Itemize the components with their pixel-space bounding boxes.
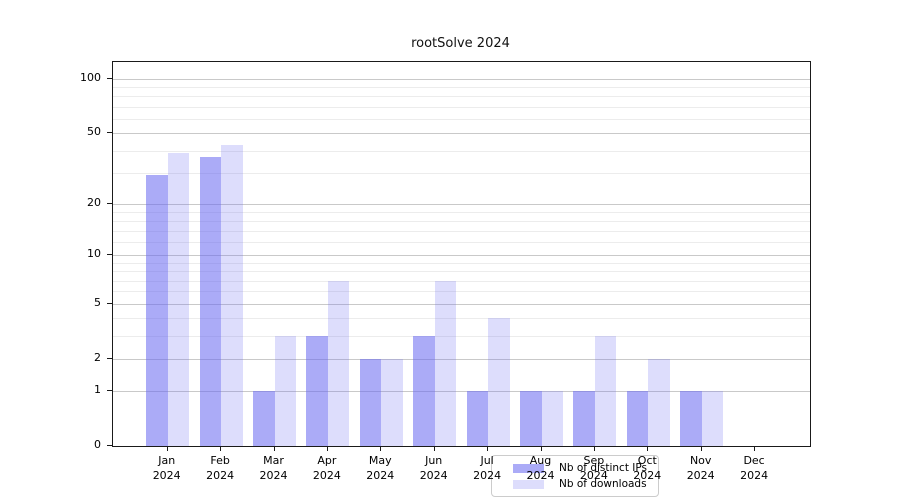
- chart-title: rootSolve 2024: [411, 36, 510, 51]
- gridline: [113, 230, 810, 232]
- bar-distinct-ips-sep: [573, 390, 595, 446]
- gridline: [113, 390, 810, 392]
- x-tick-label-jan: Jan 2024: [152, 454, 181, 482]
- gridline: [113, 358, 810, 360]
- x-tick-mark: [593, 446, 595, 451]
- bar-downloads-oct: [648, 358, 670, 446]
- gridline: [113, 242, 810, 243]
- gridline: [113, 119, 810, 120]
- gridline: [113, 172, 810, 174]
- y-tick-mark: [107, 302, 112, 304]
- bar-downloads-aug: [541, 390, 563, 446]
- bar-downloads-feb: [221, 145, 243, 446]
- x-tick-label-feb: Feb 2024: [206, 454, 235, 482]
- gridline: [113, 106, 810, 108]
- x-tick-label-may: May 2024: [366, 454, 395, 482]
- x-tick-label-mar: Mar 2024: [259, 454, 288, 482]
- bar-distinct-ips-feb: [199, 156, 222, 446]
- y-tick-label: 5: [94, 295, 101, 309]
- bar-distinct-ips-may: [359, 358, 382, 446]
- bar-downloads-nov: [701, 390, 724, 446]
- y-tick-mark: [107, 445, 112, 446]
- gridline: [113, 203, 810, 205]
- y-tick-mark: [107, 202, 112, 204]
- legend: Nb of distinct IPs Nb of downloads: [491, 455, 659, 497]
- bar-distinct-ips-nov: [680, 390, 702, 446]
- gridline: [113, 280, 810, 282]
- y-tick-mark: [107, 254, 112, 256]
- bar-downloads-apr: [327, 280, 350, 446]
- legend-swatch-downloads: [513, 479, 544, 489]
- y-tick-label: 1: [94, 382, 101, 396]
- y-tick-label: 100: [80, 70, 101, 84]
- gridline: [113, 262, 810, 264]
- legend-swatch-distinct-ips: [513, 463, 544, 473]
- y-tick-mark: [107, 357, 112, 359]
- gridline: [113, 96, 810, 98]
- y-tick-mark: [107, 77, 112, 79]
- x-tick-mark: [166, 446, 168, 451]
- bar-distinct-ips-apr: [306, 335, 328, 446]
- legend-label-distinct-ips: Nb of distinct IPs: [559, 461, 647, 474]
- bar-downloads-jan: [167, 152, 190, 446]
- bar-downloads-mar: [274, 335, 296, 446]
- x-tick-label-nov: Nov 2024: [686, 454, 715, 482]
- gridline: [113, 335, 810, 337]
- gridline: [113, 150, 810, 152]
- plot-area: Nb of distinct IPs Nb of downloads: [112, 61, 811, 497]
- x-tick-label-oct: Oct 2024: [633, 454, 662, 482]
- x-tick-mark: [220, 446, 222, 451]
- x-tick-mark: [273, 446, 275, 451]
- y-tick-mark: [107, 389, 112, 391]
- y-tick-label: 10: [87, 247, 101, 261]
- x-tick-mark: [647, 446, 649, 451]
- x-tick-label-sep: Sep 2024: [579, 454, 608, 482]
- bar-distinct-ips-aug: [520, 390, 542, 446]
- bar-downloads-jul: [488, 318, 510, 446]
- y-tick-label: 0: [94, 438, 101, 451]
- x-tick-mark: [700, 446, 702, 451]
- gridline: [113, 291, 810, 293]
- gridline: [113, 78, 810, 80]
- bar-downloads-may: [381, 358, 403, 446]
- bar-downloads-sep: [594, 335, 617, 446]
- x-tick-mark: [433, 446, 435, 451]
- gridline: [113, 318, 810, 319]
- x-tick-mark: [326, 446, 328, 451]
- y-tick-label: 2: [94, 350, 101, 364]
- x-tick-mark: [380, 446, 382, 451]
- legend-item-downloads: Nb of downloads: [513, 478, 658, 491]
- y-tick-label: 20: [87, 195, 101, 209]
- x-tick-label-jul: Jul 2024: [473, 454, 502, 482]
- y-tick-mark: [107, 132, 112, 134]
- x-tick-mark: [540, 446, 542, 451]
- bar-distinct-ips-jan: [146, 175, 168, 446]
- gridline: [113, 220, 810, 222]
- x-tick-label-apr: Apr 2024: [312, 454, 341, 482]
- gridline: [113, 133, 810, 135]
- bar-distinct-ips-oct: [626, 390, 649, 446]
- x-tick-mark: [487, 446, 489, 451]
- y-tick-label: 50: [87, 125, 101, 139]
- x-tick-label-jun: Jun 2024: [419, 454, 448, 482]
- x-tick-label-aug: Aug 2024: [526, 454, 555, 482]
- x-tick-label-dec: Dec 2024: [740, 454, 769, 482]
- bar-distinct-ips-jun: [413, 335, 435, 446]
- gridline: [113, 211, 810, 213]
- legend-label-downloads: Nb of downloads: [559, 477, 647, 490]
- gridline: [113, 255, 810, 257]
- bar-distinct-ips-jul: [466, 390, 489, 446]
- gridline: [113, 303, 810, 305]
- bar-distinct-ips-mar: [253, 390, 275, 446]
- gridline: [113, 271, 810, 273]
- legend-item-distinct-ips: Nb of distinct IPs: [513, 462, 658, 475]
- bar-downloads-jun: [434, 280, 457, 446]
- gridline: [113, 87, 810, 89]
- x-tick-mark: [754, 446, 756, 451]
